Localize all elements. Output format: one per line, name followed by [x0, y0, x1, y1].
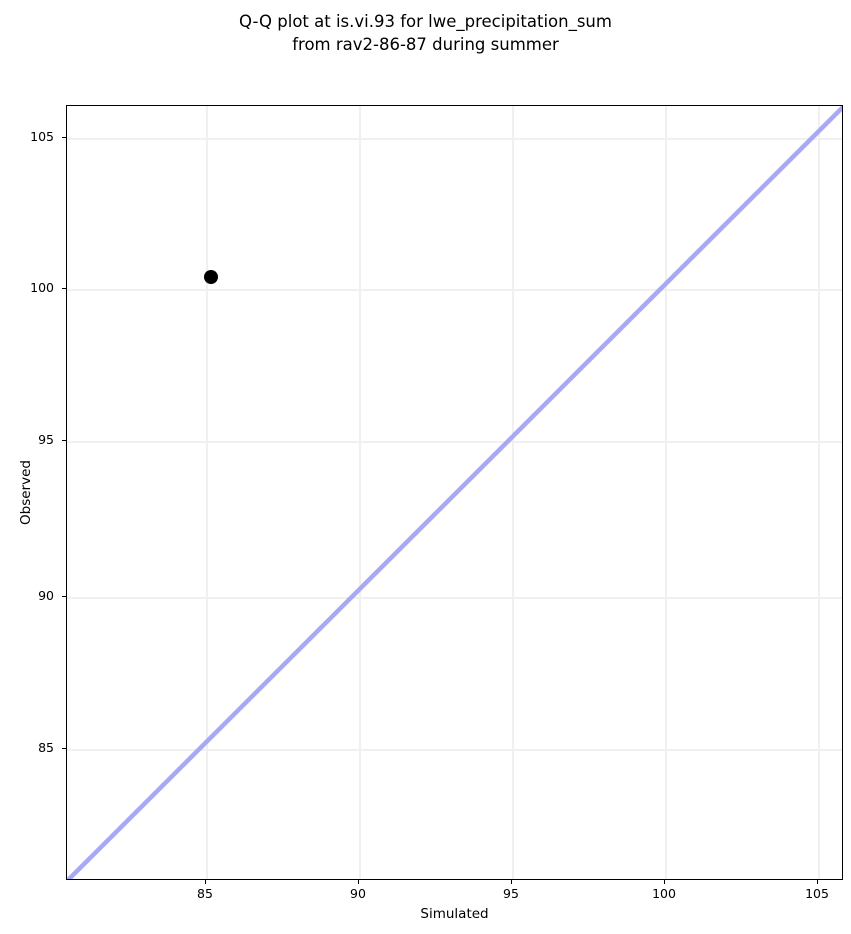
tick-mark-x-100: [664, 880, 666, 884]
tick-label-y-100: 100: [30, 280, 54, 295]
identity-reference-line: [67, 106, 842, 879]
tick-mark-y-100: [62, 288, 66, 290]
plot-area: [66, 105, 843, 880]
data-point: [204, 270, 218, 284]
gridline-y-95: [67, 441, 842, 443]
tick-mark-x-90: [358, 880, 360, 884]
gridline-x-100: [665, 106, 667, 879]
tick-mark-y-90: [62, 596, 66, 598]
tick-label-y-105: 105: [30, 129, 54, 144]
gridline-y-90: [67, 597, 842, 599]
gridline-y-105: [67, 138, 842, 140]
tick-label-x-85: 85: [197, 886, 213, 901]
tick-mark-x-105: [817, 880, 819, 884]
y-axis-label: Observed: [18, 460, 34, 525]
gridline-x-90: [359, 106, 361, 879]
tick-label-y-85: 85: [38, 740, 54, 755]
gridline-x-105: [818, 106, 820, 879]
gridline-y-85: [67, 749, 842, 751]
tick-mark-y-105: [62, 137, 66, 139]
chart-title: Q-Q plot at is.vi.93 for lwe_precipitati…: [239, 12, 612, 54]
tick-label-x-95: 95: [503, 886, 519, 901]
tick-label-y-95: 95: [38, 432, 54, 447]
tick-label-x-90: 90: [350, 886, 366, 901]
gridline-x-95: [512, 106, 514, 879]
tick-label-x-100: 100: [652, 886, 676, 901]
x-axis-label: Simulated: [420, 906, 489, 922]
tick-mark-y-95: [62, 440, 66, 442]
gridline-y-100: [67, 289, 842, 291]
tick-mark-y-85: [62, 748, 66, 750]
tick-mark-x-95: [511, 880, 513, 884]
tick-mark-x-85: [205, 880, 207, 884]
tick-label-y-90: 90: [38, 588, 54, 603]
gridline-x-85: [206, 106, 208, 879]
tick-label-x-105: 105: [805, 886, 829, 901]
